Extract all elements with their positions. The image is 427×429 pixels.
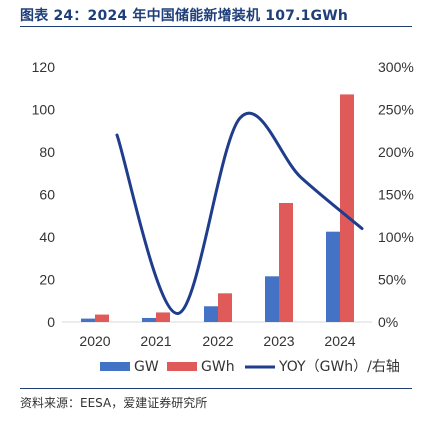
- x-tick-label: 2021: [140, 333, 171, 349]
- left-tick-label: 40: [39, 229, 55, 245]
- right-tick-label: 50%: [378, 272, 406, 288]
- left-tick-label: 0: [47, 314, 55, 330]
- bar-gw-2021: [142, 317, 156, 322]
- bar-gw-2022: [204, 306, 218, 322]
- x-tick-label: 2024: [324, 333, 355, 349]
- right-tick-label: 300%: [378, 59, 414, 75]
- yoy-line: [115, 111, 364, 315]
- source-rule: [20, 388, 412, 389]
- bar-gwh-2021: [156, 312, 170, 322]
- bar-gwh-2022: [218, 293, 232, 322]
- left-axis: 0 20 40 60 80 100 120: [32, 59, 56, 330]
- left-tick-label: 80: [39, 144, 55, 160]
- right-tick-label: 100%: [378, 229, 414, 245]
- bar-gw-2024: [326, 231, 340, 322]
- x-axis: 2020 2021 2022 2023 2024: [79, 333, 355, 349]
- legend-swatch-gw: [100, 362, 130, 371]
- right-axis: 0% 50% 100% 150% 200% 250% 300%: [378, 59, 414, 330]
- bar-gwh-2020: [95, 314, 109, 322]
- bar-gwh-2024: [340, 94, 354, 322]
- left-tick-label: 120: [32, 59, 56, 75]
- title-rule: [20, 26, 412, 27]
- bar-gw-2023: [265, 276, 279, 322]
- legend-label-gwh: GWh: [201, 359, 235, 375]
- right-tick-label: 200%: [378, 144, 414, 160]
- right-tick-label: 250%: [378, 102, 414, 118]
- bar-gwh-2023: [279, 203, 293, 322]
- left-tick-label: 100: [32, 102, 56, 118]
- x-tick-label: 2022: [202, 333, 233, 349]
- bar-gw-2020: [81, 318, 95, 322]
- bars: [81, 94, 354, 322]
- left-tick-label: 20: [39, 272, 55, 288]
- x-tick-label: 2020: [79, 333, 110, 349]
- legend-label-gw: GW: [134, 359, 159, 375]
- right-tick-label: 150%: [378, 187, 414, 203]
- right-tick-label: 0%: [378, 314, 398, 330]
- legend: GW GWh YOY（GWh）/右轴: [100, 359, 400, 375]
- legend-swatch-gwh: [167, 362, 197, 371]
- legend-label-yoy: YOY（GWh）/右轴: [278, 359, 400, 375]
- source-note: 资料来源：EESA，爱建证券研究所: [20, 396, 208, 410]
- left-tick-label: 60: [39, 187, 55, 203]
- x-tick-label: 2023: [263, 333, 294, 349]
- figure-title: 图表 24：2024 年中国储能新增装机 107.1GWh: [20, 8, 349, 24]
